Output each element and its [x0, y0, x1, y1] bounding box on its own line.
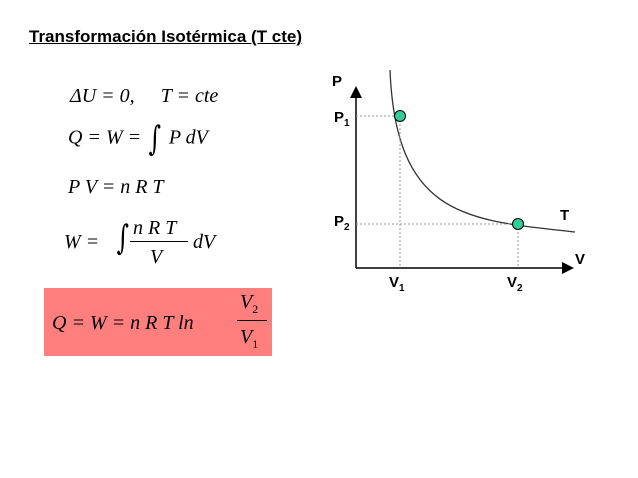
result-fraction-bar: [237, 320, 267, 321]
equation-work-integral: W =: [64, 232, 99, 252]
curve-label: T: [560, 207, 569, 224]
eq4-rhs: dV: [193, 231, 216, 253]
y-axis-label: P: [332, 73, 342, 90]
state-point-1: [394, 110, 406, 122]
page-title: Transformación Isotérmica (T cte): [29, 27, 303, 46]
x-axis-label: V: [575, 251, 585, 268]
eq2-lhs: Q = W =: [68, 126, 142, 149]
eq3-text: P V = n R T: [68, 176, 164, 198]
eq4-fraction-bar: [130, 241, 188, 242]
integral-sign-icon: ∫: [148, 119, 162, 159]
v2-label: V2: [507, 274, 523, 294]
v1-label: V1: [389, 274, 405, 294]
result-highlight-box: [44, 288, 272, 356]
result-denominator: V1: [240, 326, 259, 351]
state-point-2: [512, 218, 524, 230]
p2-label: P2: [334, 213, 350, 233]
eq2-rhs: P dV: [168, 126, 208, 149]
result-lhs: Q = W = n R T ln: [52, 312, 194, 334]
p1-label: P1: [334, 109, 350, 129]
eq4-numerator: n R T: [133, 217, 177, 239]
equation-ideal-gas: P V = n R T: [68, 177, 164, 197]
eq4-integral-sign-icon: ∫: [116, 218, 130, 258]
result-numerator: V2: [240, 291, 259, 316]
equation-internal-energy: ΔU = 0, T = cte: [70, 86, 218, 106]
eq1-lhs: ΔU = 0,: [70, 85, 135, 107]
eq1-rhs: T = cte: [160, 85, 219, 107]
eq4-denominator: V: [150, 246, 163, 268]
eq4-lhs: W =: [64, 231, 100, 253]
isotherm-curve: [389, 69, 576, 233]
equation-heat-work: Q = W = ∫ P dV: [68, 122, 208, 156]
